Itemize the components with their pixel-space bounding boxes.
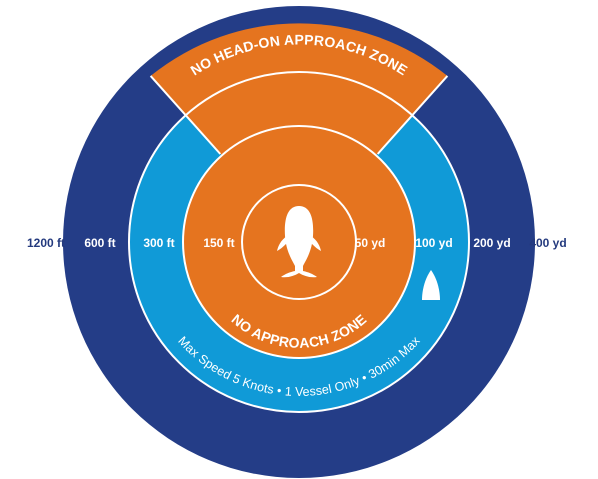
head-on-divider-left (149, 75, 222, 155)
distance-label-300ft: 300 ft (143, 236, 174, 250)
distance-label-150ft: 150 ft (203, 236, 234, 250)
whale-icon (277, 206, 321, 278)
head-on-divider-right (376, 75, 449, 155)
distance-label-200yd: 200 yd (473, 236, 510, 250)
distance-label-100yd: 100 yd (415, 236, 452, 250)
middle-ring-border (128, 71, 470, 413)
distance-label-50yd: 50 yd (355, 236, 386, 250)
distance-label-600ft: 600 ft (84, 236, 115, 250)
whale-circle (241, 184, 357, 300)
distance-label-400yd: 400 yd (529, 236, 566, 250)
distance-label-1200ft: 1200 ft (27, 236, 65, 250)
boat-icon (422, 270, 440, 300)
